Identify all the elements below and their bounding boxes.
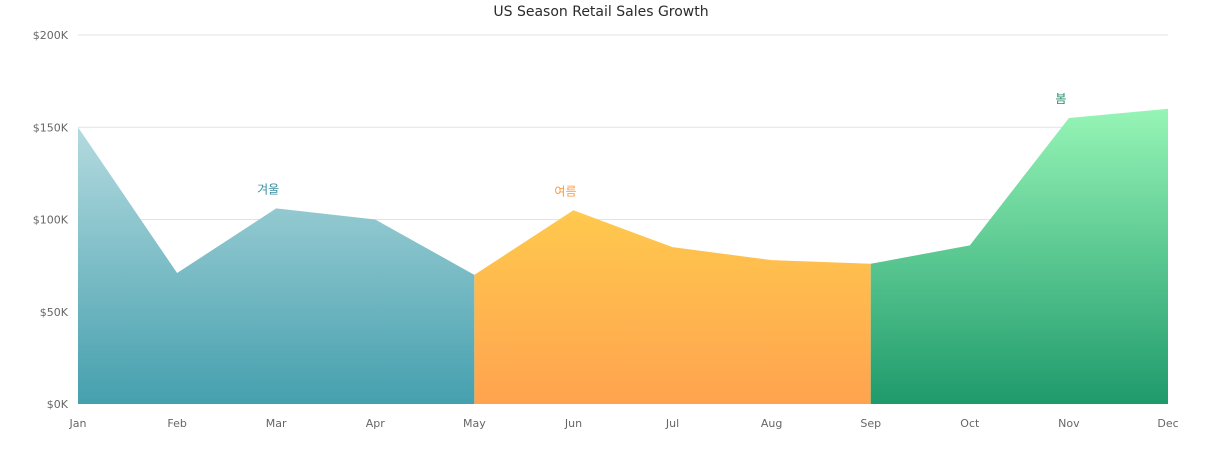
y-tick-label: $200K <box>33 29 69 42</box>
segment-annotations: 겨울 여름 봄 <box>257 92 1066 198</box>
y-tick-label: $100K <box>33 214 69 227</box>
segment-label: 겨울 <box>257 182 279 196</box>
segment-label: 봄 <box>1055 92 1066 106</box>
chart-title: US Season Retail Sales Growth <box>493 4 708 20</box>
x-tick-label: Mar <box>266 417 287 430</box>
x-tick-label: Jul <box>665 417 679 430</box>
y-tick-label: $0K <box>47 398 69 411</box>
x-axis-ticks: Jan Feb Mar Apr May Jun Jul Aug Sep Oct Nov Dec <box>69 417 1179 430</box>
y-tick-label: $50K <box>40 306 69 319</box>
x-tick-label: Sep <box>860 417 881 430</box>
x-tick-label: Apr <box>366 417 386 430</box>
x-tick-label: Feb <box>167 417 186 430</box>
x-tick-label: May <box>463 417 486 430</box>
area-segments <box>78 108 1168 405</box>
x-tick-label: Aug <box>761 417 782 430</box>
area-segment <box>474 210 871 404</box>
x-tick-label: Dec <box>1157 417 1178 430</box>
y-tick-label: $150K <box>33 121 69 134</box>
x-tick-label: Nov <box>1058 417 1080 430</box>
segment-label: 여름 <box>554 184 576 198</box>
x-tick-label: Oct <box>960 417 980 430</box>
x-tick-label: Jan <box>69 417 87 430</box>
x-tick-label: Jun <box>564 417 582 430</box>
y-axis-ticks: $0K $50K $100K $150K $200K <box>33 29 69 411</box>
area-segment <box>870 108 1168 405</box>
area-segment <box>78 127 475 404</box>
